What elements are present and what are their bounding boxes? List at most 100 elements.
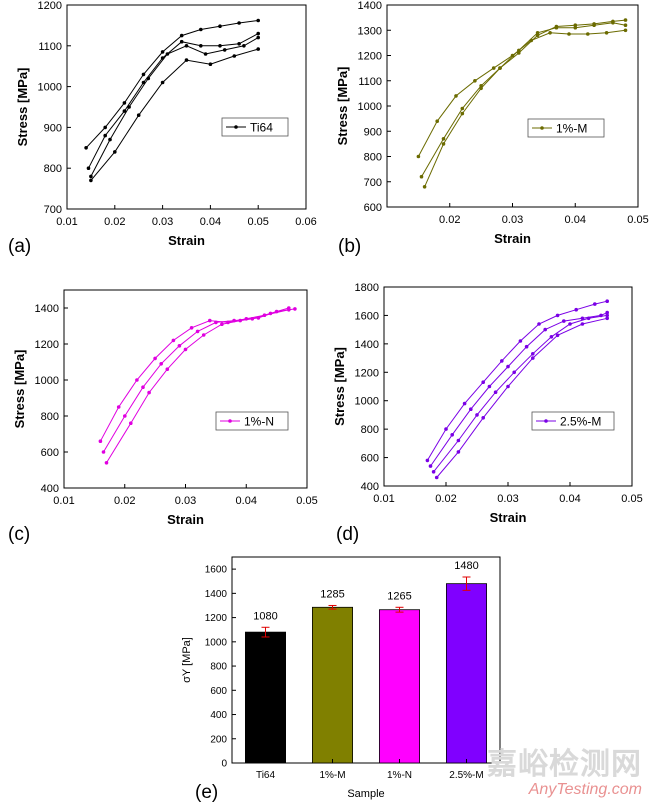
x-tick-label: 0.02 [435, 493, 456, 505]
series-line-3 [90, 37, 259, 177]
x-tick-label: 2.5%-M [449, 770, 483, 781]
data-point [444, 427, 448, 431]
data-point [108, 137, 112, 142]
series-line-1 [85, 20, 259, 149]
legend-box [531, 411, 615, 431]
x-tick-label: 1%-M [319, 770, 345, 781]
data-point [89, 174, 93, 179]
data-point [623, 28, 628, 33]
data-point [491, 66, 496, 70]
x-axis-label: Sample [347, 788, 384, 800]
bar [378, 609, 420, 764]
data-point [274, 309, 279, 314]
data-point [549, 335, 554, 339]
data-point [431, 470, 436, 474]
data-point [177, 344, 182, 348]
y-tick-label: 1200 [205, 613, 228, 624]
data-point [242, 44, 246, 48]
data-point [605, 316, 609, 321]
data-point [555, 333, 560, 338]
data-point [218, 24, 222, 29]
data-point [147, 390, 151, 395]
series-line-4 [90, 48, 259, 181]
data-point [611, 20, 615, 25]
x-tick-label: 0.03 [152, 216, 173, 228]
y-tick-label: 800 [41, 411, 59, 423]
watermark-site-text: AnyTesting.com [528, 781, 642, 798]
data-point [201, 333, 206, 337]
data-point [184, 44, 189, 48]
legend-marker [540, 126, 544, 130]
watermark-logo-text: 嘉峪检测网 [487, 747, 642, 782]
data-point [129, 421, 133, 426]
data-point [510, 53, 515, 58]
x-tick-label: 0.01 [373, 493, 394, 505]
data-point [568, 322, 572, 326]
y-axis-label: σY [MPa] [181, 637, 193, 683]
plot-frame [63, 289, 308, 489]
legend-marker [234, 125, 238, 129]
panel-label: (d) [336, 524, 359, 545]
data-point [487, 384, 492, 389]
y-tick-label: 400 [361, 481, 379, 493]
x-tick-label: 1%-N [387, 770, 412, 781]
data-point [146, 76, 151, 81]
series-line-1 [417, 29, 626, 157]
data-point [425, 458, 430, 463]
data-point [165, 52, 170, 56]
series-line-2 [88, 33, 259, 169]
data-point [481, 380, 486, 385]
x-tick-label: 0.01 [53, 495, 74, 507]
data-point [554, 25, 559, 30]
data-point [441, 137, 446, 141]
data-point [189, 326, 194, 330]
data-point [222, 48, 227, 52]
data-point [506, 384, 510, 389]
y-tick-label: 1400 [358, 0, 382, 12]
data-point [237, 42, 241, 46]
data-point [127, 105, 131, 109]
data-point [122, 101, 127, 105]
data-point [586, 316, 591, 321]
x-axis-label: Strain [494, 231, 531, 246]
data-label: 1480 [454, 560, 478, 572]
data-point [580, 316, 585, 321]
data-point [517, 51, 521, 55]
series-line-2 [421, 19, 626, 177]
data-point [498, 66, 502, 70]
watermark: 嘉峪检测网 AnyTesting.com [487, 749, 642, 799]
data-point [555, 313, 560, 318]
data-point [113, 150, 117, 154]
series-line-4 [436, 317, 608, 478]
chart-panel-3: 0.01 0.02 0.03 0.04 0.05 400 600 800 1000 1200 140… [8, 289, 318, 545]
plot-frame [386, 4, 639, 208]
data-point [422, 185, 427, 189]
data-point [141, 385, 145, 390]
data-point [208, 318, 212, 323]
y-tick-label: 1000 [358, 101, 382, 113]
data-point [580, 322, 585, 326]
series-line-3 [424, 22, 626, 188]
data-point [160, 80, 165, 85]
data-point [592, 23, 596, 28]
y-tick-label: 1400 [355, 339, 379, 351]
y-tick-label: 1000 [205, 637, 228, 648]
data-point [86, 166, 91, 170]
y-tick-label: 1200 [38, 0, 62, 12]
data-point [605, 310, 609, 315]
y-axis-label: Stress [MPa] [15, 68, 30, 147]
data-point [220, 322, 224, 327]
x-axis-label: Strain [490, 510, 527, 525]
legend: 1%-M [527, 118, 605, 138]
data-point [493, 390, 498, 395]
x-axis-label: Strain [168, 233, 205, 248]
data-point [104, 461, 109, 465]
y-axis-label: Stress [MPa] [335, 67, 350, 146]
x-tick-label: 0.04 [559, 493, 580, 505]
y-tick-label: 800 [361, 424, 379, 436]
data-point [103, 125, 107, 130]
plot-frame [231, 556, 501, 764]
data-point [512, 370, 516, 375]
legend: 2.5%-M [531, 411, 615, 431]
